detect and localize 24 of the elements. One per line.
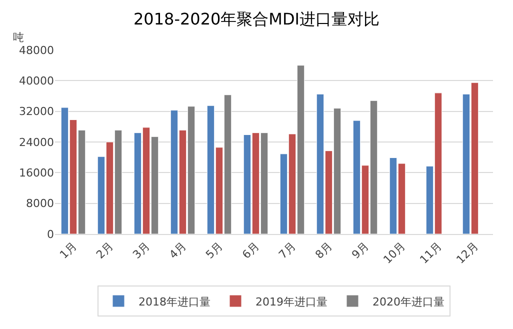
y-tick-label: 32000 — [19, 105, 54, 118]
x-tick-label: 7月 — [276, 240, 298, 262]
x-tick-label: 10月 — [380, 240, 408, 266]
legend-label: 2018年进口量 — [138, 295, 210, 308]
chart-title: 2018-2020年聚合MDI进口量对比 — [133, 9, 380, 28]
x-tick-label: 5月 — [203, 240, 226, 262]
x-tick-label: 9月 — [349, 240, 372, 262]
y-tick-label: 48000 — [19, 44, 54, 57]
legend-label: 2019年进口量 — [256, 295, 328, 308]
x-tick-label: 3月 — [130, 240, 152, 262]
x-tick-label: 4月 — [166, 240, 189, 262]
y-tick-label: 16000 — [19, 166, 54, 180]
x-tick-label: 2月 — [94, 240, 116, 262]
x-tick-label: 12月 — [454, 240, 481, 266]
y-tick-label: 8000 — [26, 197, 54, 210]
x-tick-label: 8月 — [312, 240, 335, 262]
y-tick-label: 24000 — [19, 136, 54, 149]
x-tick-label: 1月 — [57, 240, 80, 262]
y-tick-label: 0 — [47, 228, 54, 241]
x-tick-label: 6月 — [240, 240, 262, 262]
x-tick-label: 11月 — [417, 240, 444, 266]
y-tick-label: 40000 — [19, 74, 54, 88]
legend-label: 2020年进口量 — [372, 295, 444, 308]
y-axis-title: 吨 — [13, 31, 24, 44]
